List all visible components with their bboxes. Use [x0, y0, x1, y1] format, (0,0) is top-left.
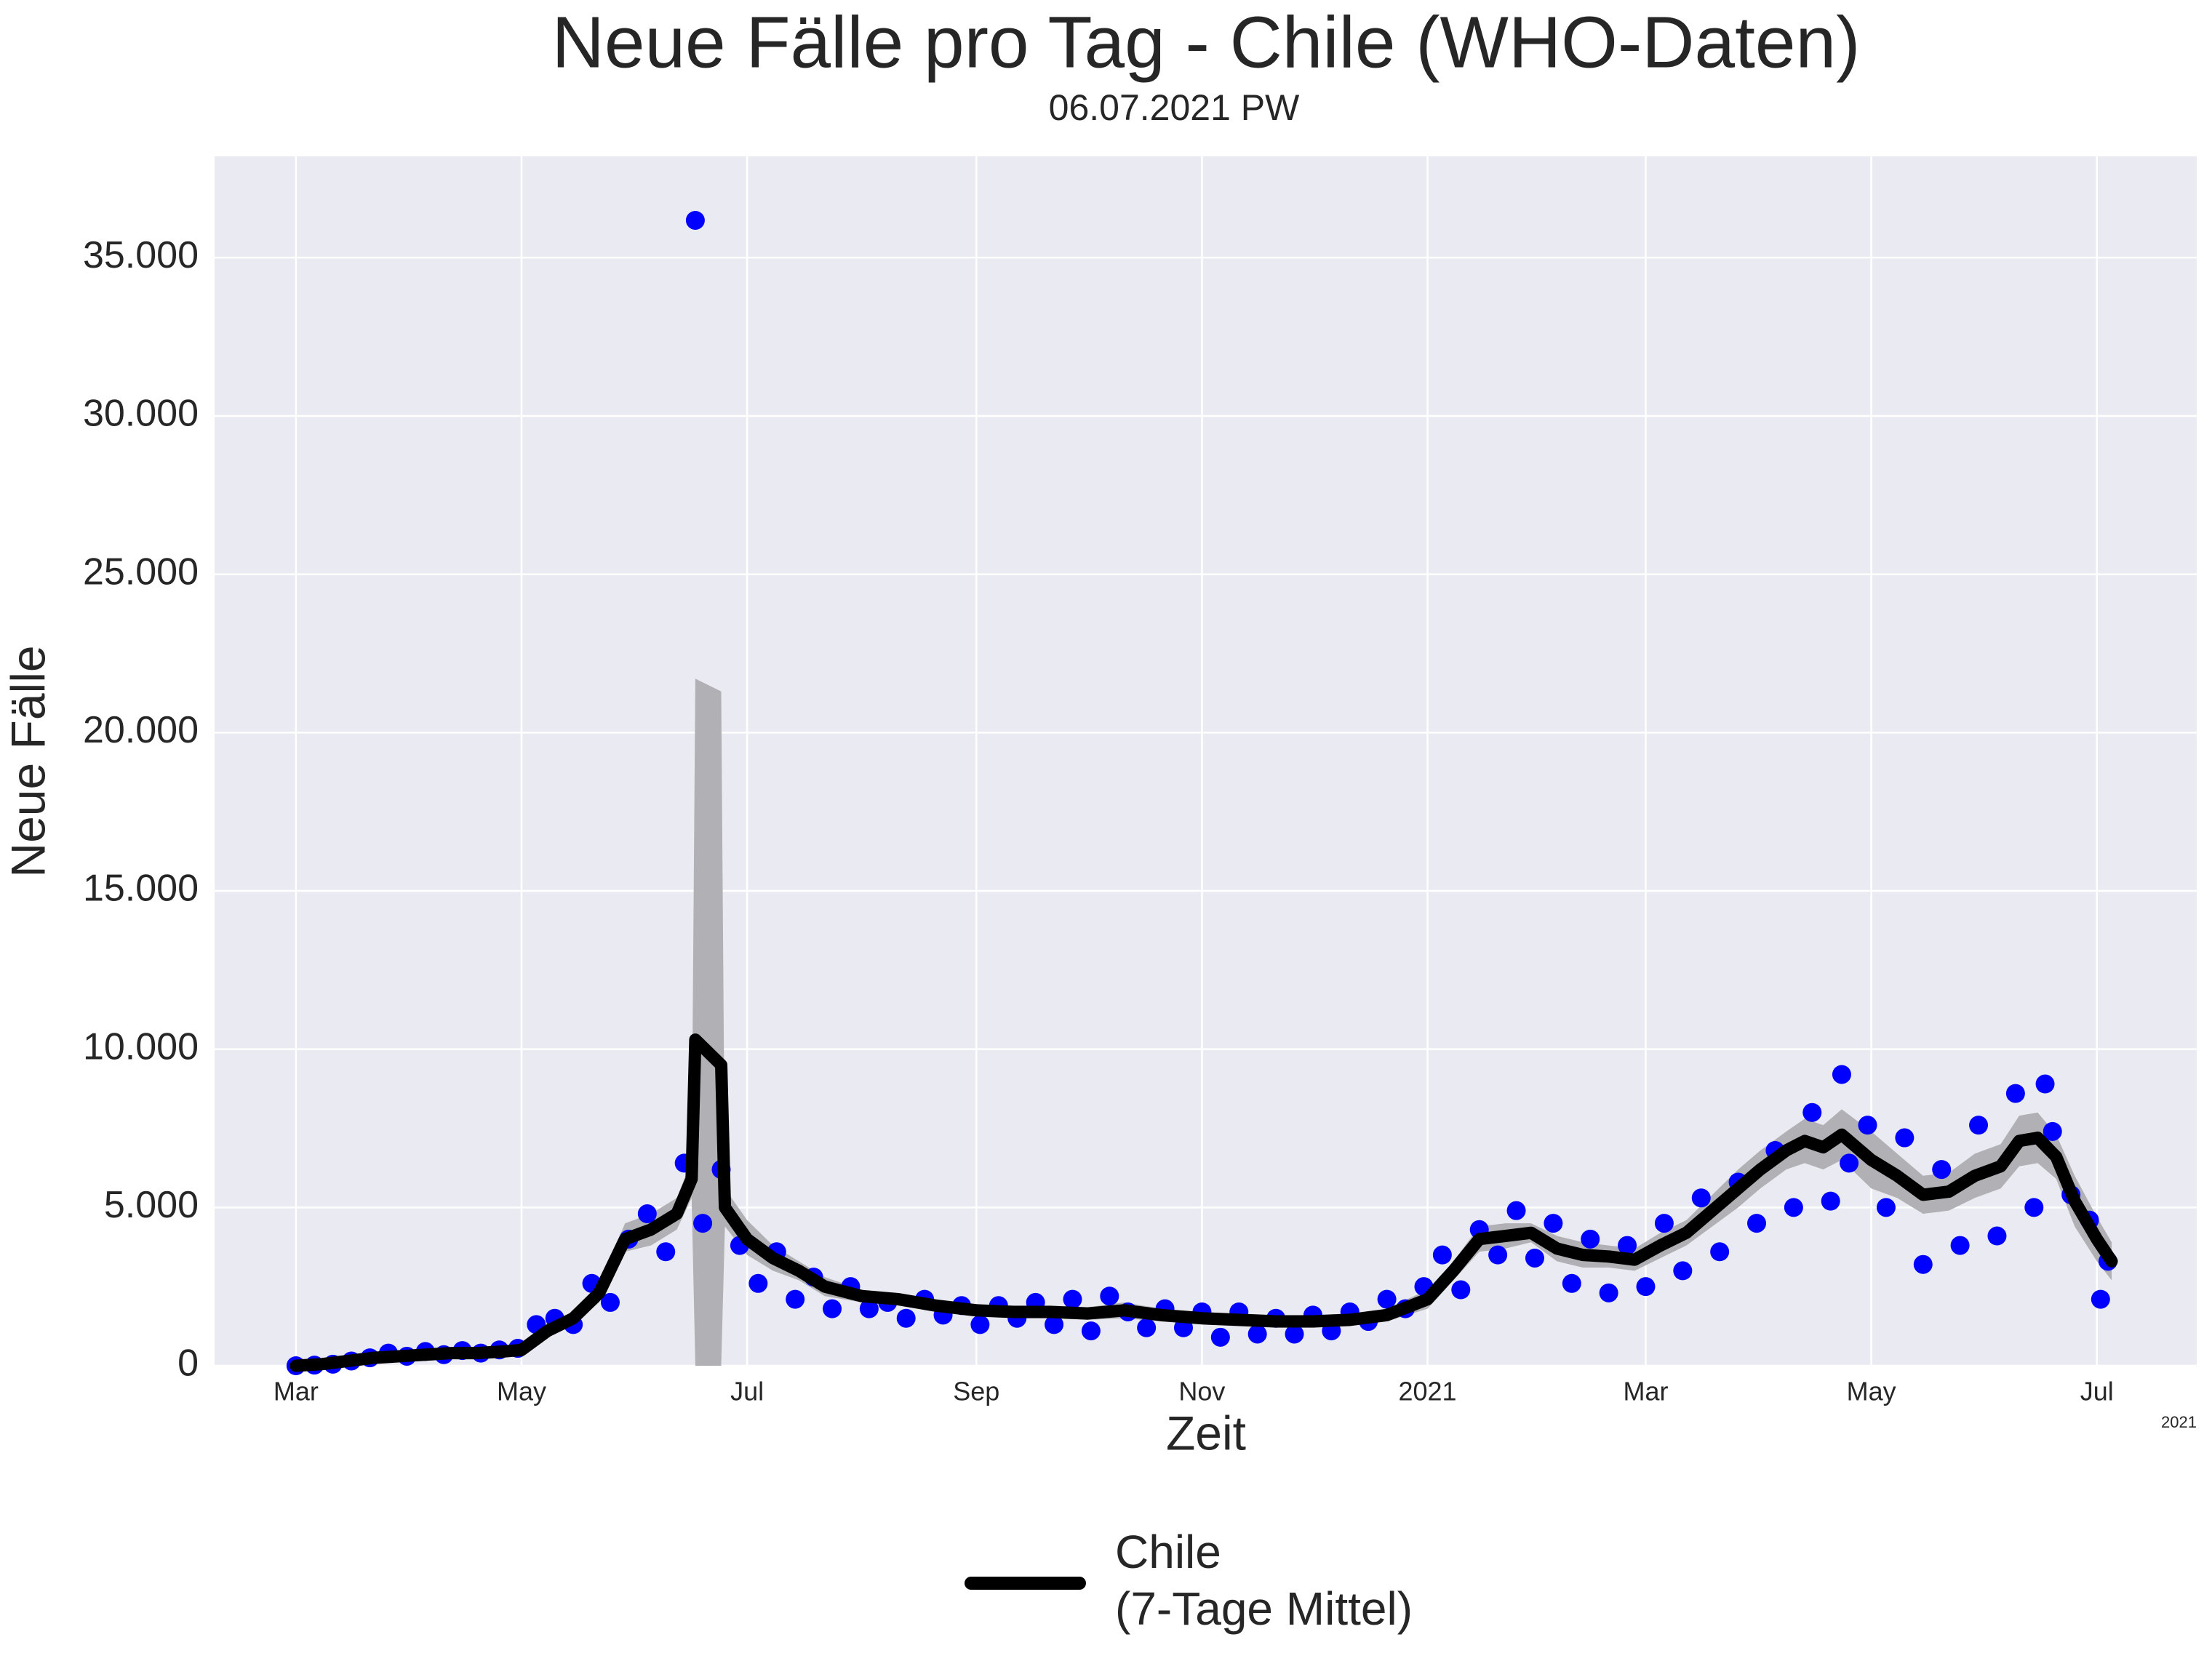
x-tick-label: Mar	[273, 1377, 319, 1406]
x-tick-label: Mar	[1623, 1377, 1668, 1406]
daily-point	[1247, 1324, 1267, 1344]
daily-point	[693, 1214, 713, 1233]
daily-point	[1045, 1315, 1064, 1334]
daily-point	[1544, 1214, 1563, 1233]
daily-point	[823, 1299, 842, 1318]
daily-point	[1581, 1229, 1600, 1249]
daily-point	[1432, 1245, 1452, 1265]
daily-point	[1784, 1198, 1803, 1217]
chart-subtitle: 06.07.2021 PW	[1049, 87, 1300, 128]
x-tick-label: Sep	[953, 1377, 999, 1406]
daily-point	[1932, 1160, 1952, 1180]
daily-point	[1285, 1324, 1304, 1344]
daily-point	[1525, 1248, 1544, 1268]
x-tick-label: May	[497, 1377, 546, 1406]
daily-point	[600, 1292, 620, 1312]
x-offset-label: 2021	[2161, 1413, 2197, 1431]
y-tick-label: 20.000	[83, 709, 199, 751]
daily-point	[1747, 1214, 1767, 1233]
daily-point	[1488, 1245, 1508, 1265]
daily-point	[1562, 1273, 1581, 1293]
grid	[215, 156, 2197, 1367]
y-tick-label: 10.000	[83, 1025, 199, 1068]
daily-point	[1876, 1198, 1896, 1217]
daily-point	[1832, 1065, 1851, 1084]
daily-point	[656, 1242, 676, 1262]
daily-point	[1654, 1214, 1674, 1233]
daily-point	[896, 1308, 916, 1328]
daily-point	[1599, 1283, 1618, 1302]
x-tick-label: Jul	[2080, 1377, 2114, 1406]
x-tick-label: 2021	[1398, 1377, 1456, 1406]
x-tick-label: Jul	[730, 1377, 764, 1406]
daily-point	[1969, 1116, 1989, 1135]
x-tick-label: May	[1847, 1377, 1896, 1406]
daily-point	[1821, 1191, 1840, 1211]
daily-point	[2005, 1084, 2025, 1103]
chart-title: Neue Fälle pro Tag - Chile (WHO-Daten)	[552, 1, 1861, 83]
daily-point	[1950, 1236, 1970, 1255]
daily-point	[1618, 1236, 1637, 1255]
daily-point	[1858, 1116, 1877, 1135]
y-tick-label: 35.000	[83, 234, 199, 276]
x-axis-label: Zeit	[1166, 1406, 1246, 1460]
daily-point	[859, 1299, 879, 1318]
daily-point	[2035, 1074, 2055, 1094]
y-tick-label: 30.000	[83, 393, 199, 435]
daily-point	[1451, 1280, 1471, 1300]
y-tick-label: 15.000	[83, 868, 199, 910]
y-axis-label: Neue Fälle	[1, 645, 55, 877]
daily-point	[1673, 1261, 1693, 1281]
y-tick-label: 5.000	[104, 1184, 199, 1226]
daily-point	[1506, 1201, 1526, 1220]
daily-point	[1081, 1321, 1101, 1341]
daily-point	[1987, 1226, 2007, 1246]
daily-point	[2043, 1121, 2062, 1141]
daily-point	[970, 1315, 990, 1334]
daily-point	[1802, 1102, 1822, 1122]
legend-label: Chile (7-Tage Mittel)	[1115, 1526, 1413, 1635]
daily-point	[1636, 1277, 1656, 1297]
daily-point	[1210, 1327, 1230, 1347]
daily-point	[1840, 1153, 1859, 1173]
daily-point	[2024, 1198, 2044, 1217]
daily-point	[1100, 1286, 1119, 1306]
daily-point	[1691, 1188, 1711, 1208]
y-tick-label: 25.000	[83, 551, 199, 593]
daily-point	[1895, 1128, 1914, 1148]
mean-line	[290, 1033, 2118, 1372]
y-tick-label: 0	[177, 1342, 199, 1385]
daily-point	[1913, 1254, 1933, 1274]
daily-point	[1377, 1289, 1397, 1309]
marks	[286, 210, 2118, 1375]
x-tick-label: Nov	[1178, 1377, 1225, 1406]
daily-point	[637, 1204, 657, 1224]
daily-point	[1063, 1289, 1082, 1309]
daily-point	[2091, 1289, 2110, 1309]
daily-point	[786, 1289, 805, 1309]
daily-point	[748, 1273, 768, 1293]
daily-point	[1710, 1242, 1730, 1262]
daily-point	[1137, 1318, 1157, 1337]
daily-point	[685, 210, 705, 230]
